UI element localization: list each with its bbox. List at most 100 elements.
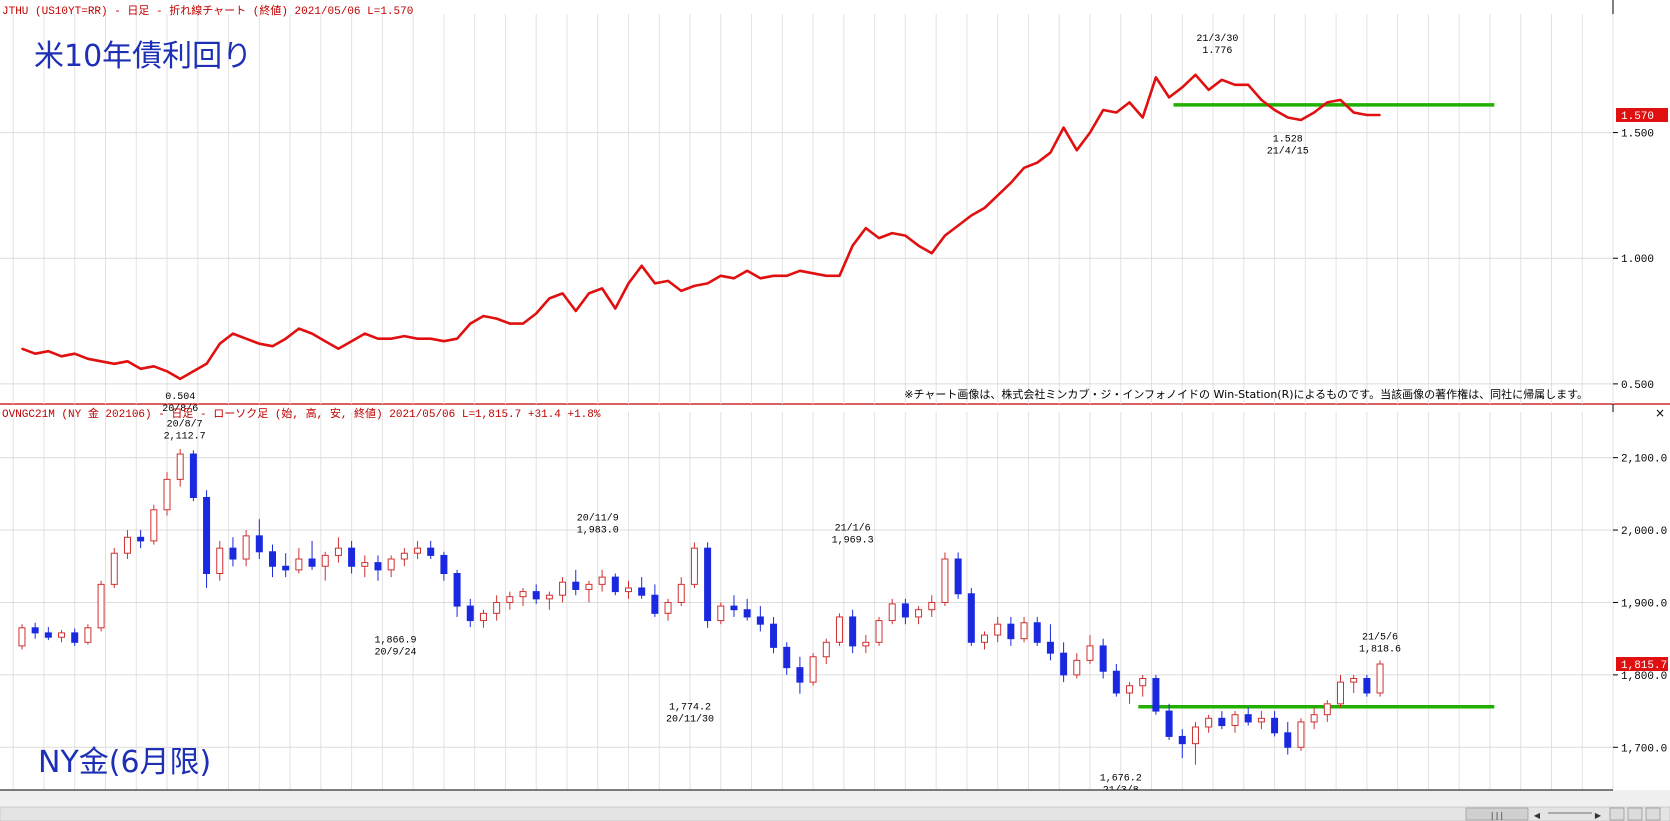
candle-body [400, 552, 408, 560]
yield-point [113, 362, 116, 365]
yield-point [825, 275, 828, 277]
yield-point [153, 365, 155, 368]
candle-body [1139, 677, 1147, 687]
yield-point [73, 352, 76, 355]
price-tick-label: 1,700.0 [1621, 743, 1667, 755]
candle [1218, 711, 1226, 730]
candle [704, 542, 712, 628]
candle [1139, 674, 1147, 697]
annotation-label: 1,818.6 [1359, 644, 1401, 655]
yield-point [957, 224, 959, 227]
candle [493, 595, 501, 621]
candle-body [123, 536, 131, 554]
candle-body [1350, 677, 1358, 683]
annotation-label: 1,774.2 [669, 703, 711, 714]
candle-body [638, 587, 646, 596]
scroll-right-icon[interactable]: ▶ [1595, 811, 1602, 820]
candle [915, 606, 923, 625]
candle-body [348, 547, 356, 567]
candle [1112, 664, 1120, 697]
candle [1337, 674, 1345, 708]
yield-point [311, 332, 313, 335]
zoom-out-icon[interactable] [1609, 807, 1625, 821]
candle [308, 540, 316, 570]
annotation-label: 21/3/30 [1196, 33, 1238, 45]
candle-body [862, 641, 870, 647]
yield-point [218, 342, 221, 345]
scrollbar-thumb[interactable] [1465, 807, 1529, 821]
yield-point [139, 368, 142, 370]
candle-body [1178, 735, 1186, 745]
annotation-label: 21/1/6 [835, 522, 871, 534]
price-axis: 1.500 1.000 0.500 1.570 2,100.0 2,000.0 1,900.… [1613, 107, 1668, 755]
candle-body [1271, 717, 1279, 734]
candle-body [387, 558, 395, 571]
candle [585, 580, 593, 603]
yield-point [812, 272, 814, 275]
candle [123, 530, 131, 560]
candle-body [493, 601, 501, 614]
candle-body [585, 583, 593, 590]
yield-point [1075, 149, 1078, 151]
candle-body [1152, 677, 1160, 712]
yield-point [1089, 131, 1091, 134]
candle-body [1297, 721, 1305, 748]
candle [941, 552, 949, 607]
yield-point [601, 287, 603, 290]
yield-point [878, 237, 880, 239]
annotation-label: 1.528 [1273, 135, 1303, 146]
candle-body [255, 535, 263, 553]
candle [334, 537, 342, 563]
candle [1297, 718, 1305, 751]
candle-body [1126, 685, 1134, 694]
yield-point [904, 234, 907, 237]
candle-body [163, 478, 171, 511]
fit-icon[interactable] [1645, 807, 1661, 821]
candle [1284, 721, 1292, 755]
yield-point [271, 345, 274, 347]
candle-body [282, 565, 290, 571]
annotation-label: 20/11/9 [577, 512, 619, 524]
yield-point [179, 378, 181, 380]
candle [110, 548, 118, 588]
candle-body [1165, 710, 1173, 737]
yield-point [509, 322, 511, 325]
close-icon[interactable]: × [1655, 406, 1665, 420]
yield-point [245, 337, 247, 340]
horizontal-scrollbar[interactable] [0, 806, 1670, 821]
candle [545, 591, 553, 610]
yield-point [917, 244, 920, 247]
candle-body [268, 551, 276, 567]
yield-point [1326, 101, 1329, 104]
candle [506, 591, 514, 610]
yield-point [377, 337, 379, 340]
yield-point [614, 307, 617, 310]
price-tick-label: 1.000 [1621, 254, 1654, 266]
scrollbar-grip: ||| [1490, 811, 1504, 820]
candle-body [440, 554, 448, 575]
yield-point [1062, 126, 1065, 129]
candle [387, 555, 395, 578]
candle [638, 577, 646, 599]
yield-point [1155, 76, 1157, 79]
candle [440, 551, 448, 581]
yield-point [284, 337, 287, 340]
candle [994, 616, 1002, 643]
yield-point [166, 370, 168, 373]
yield-point [87, 357, 89, 360]
yield-point [1286, 116, 1289, 119]
candle-body [1086, 645, 1094, 661]
candle [348, 540, 356, 574]
yield-point [258, 342, 261, 345]
yield-point [970, 214, 973, 217]
candle [216, 540, 224, 581]
support-lines [1138, 103, 1495, 709]
scroll-left-icon[interactable]: ◀ [1534, 811, 1541, 820]
candle [756, 606, 764, 632]
last-value-label: 1,815.7 [1621, 660, 1667, 672]
zoom-in-icon[interactable] [1627, 807, 1643, 821]
annotation-label: 20/11/30 [666, 714, 714, 726]
yield-point [733, 277, 735, 280]
candle-body [1205, 717, 1213, 728]
